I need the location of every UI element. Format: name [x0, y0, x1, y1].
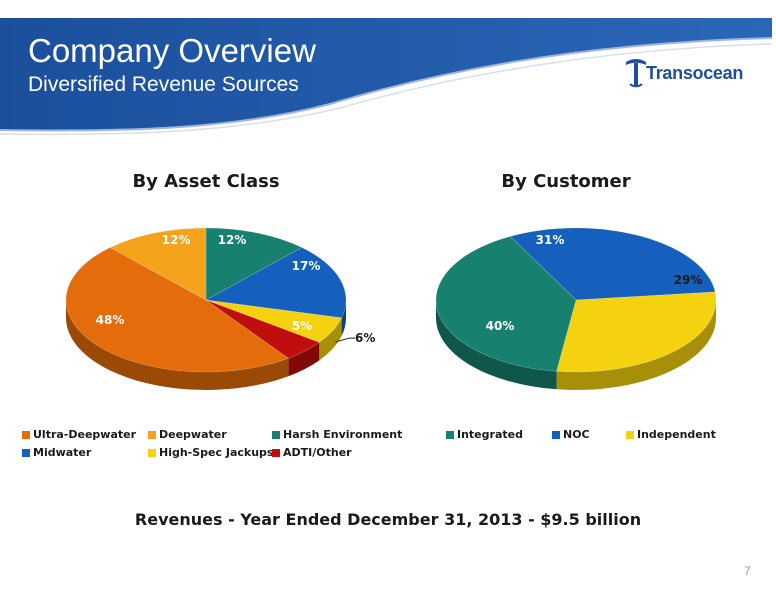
pie-slice-independent	[556, 291, 717, 373]
legend-label: Harsh Environment	[283, 428, 403, 441]
data-label: 40%	[486, 319, 515, 333]
pie-slice-ultra-deepwater	[65, 247, 289, 373]
header-wave	[0, 18, 773, 136]
legend-swatch	[626, 430, 634, 439]
data-label: 12%	[218, 233, 247, 247]
legend-swatch	[272, 430, 280, 439]
logo-text: Transocean	[646, 63, 744, 83]
legend-label: Deepwater	[159, 428, 227, 441]
legend-item-integrated: Integrated	[446, 428, 523, 441]
data-label: 12%	[162, 233, 191, 247]
page-subtitle: Diversified Revenue Sources	[28, 73, 299, 96]
legend-asset-class: Ultra-Deepwater Deepwater Harsh Environmen…	[22, 428, 402, 464]
pie-side-midwater	[341, 300, 346, 336]
legend-item-noc: NOC	[552, 428, 590, 441]
data-label: 6%	[355, 331, 375, 345]
pie-slice-integrated	[435, 236, 577, 372]
page-title: Company Overview	[28, 32, 316, 69]
pie-side-ultra-deepwater	[66, 300, 289, 390]
legend-label: High-Spec Jackups	[159, 446, 274, 459]
legend-item-deepwater: Deepwater	[148, 428, 227, 441]
legend-item-harsh-environment: Harsh Environment	[272, 428, 402, 441]
legend-label: ADTI/Other	[283, 446, 352, 459]
legend-item-ultra-deepwater: Ultra-Deepwater	[22, 428, 136, 441]
legend-swatch	[148, 448, 156, 457]
legend-swatch	[272, 448, 280, 457]
charts-area: By Asset Class 12% 17% 6% 5% 48% 12% By Custome…	[65, 171, 717, 390]
pie-slice-noc	[509, 227, 716, 301]
leader-line	[335, 337, 356, 343]
legend-item-independent: Independent	[626, 428, 716, 441]
legend-label: Ultra-Deepwater	[33, 428, 137, 441]
revenue-caption: Revenues - Year Ended December 31, 2013 …	[134, 510, 642, 529]
company-logo: Transocean	[624, 54, 764, 90]
pie-slice-adti-other	[205, 299, 320, 359]
pie-side-adti-other	[288, 342, 320, 377]
legend-swatch	[552, 430, 560, 439]
header-band: Company Overview Diversified Revenue Sou…	[0, 0, 776, 140]
pie-side-high-spec-jackups	[319, 317, 342, 361]
pie-chart-1: By Asset Class 12% 17% 6% 5% 48% 12%	[65, 171, 375, 390]
chart-title: By Customer	[501, 171, 630, 192]
pie-slice-midwater	[205, 247, 347, 319]
data-label: 31%	[536, 233, 565, 247]
data-label: 29%	[674, 273, 703, 287]
pie-slice-deepwater	[109, 227, 207, 301]
data-label: 48%	[96, 313, 125, 327]
pie-slice-high-spec-jackups	[205, 299, 343, 343]
legend-label: Independent	[637, 428, 716, 441]
pie-chart-2: By Customer 31% 29% 40%	[435, 171, 717, 390]
chart-title: By Asset Class	[132, 171, 279, 192]
legend-swatch	[446, 430, 454, 439]
pie-slice-harsh-environment	[205, 227, 303, 301]
legend-swatch	[22, 430, 30, 439]
data-label: 17%	[292, 259, 321, 273]
legend-label: NOC	[563, 428, 590, 441]
pie-side-independent	[556, 300, 716, 390]
data-label: 5%	[292, 319, 312, 333]
legend-customer: Integrated NOC Independent	[446, 428, 746, 446]
legend-label: Midwater	[33, 446, 92, 459]
logo-t-icon	[626, 59, 646, 88]
page-number: 7	[744, 564, 751, 578]
legend-label: Integrated	[457, 428, 523, 441]
legend-swatch	[148, 430, 156, 439]
legend-swatch	[22, 448, 30, 457]
legend-item-high-spec-jackups: High-Spec Jackups	[148, 446, 273, 459]
legend-item-adti-other: ADTI/Other	[272, 446, 352, 459]
legend-item-midwater: Midwater	[22, 446, 91, 459]
pie-side-integrated	[436, 300, 557, 390]
